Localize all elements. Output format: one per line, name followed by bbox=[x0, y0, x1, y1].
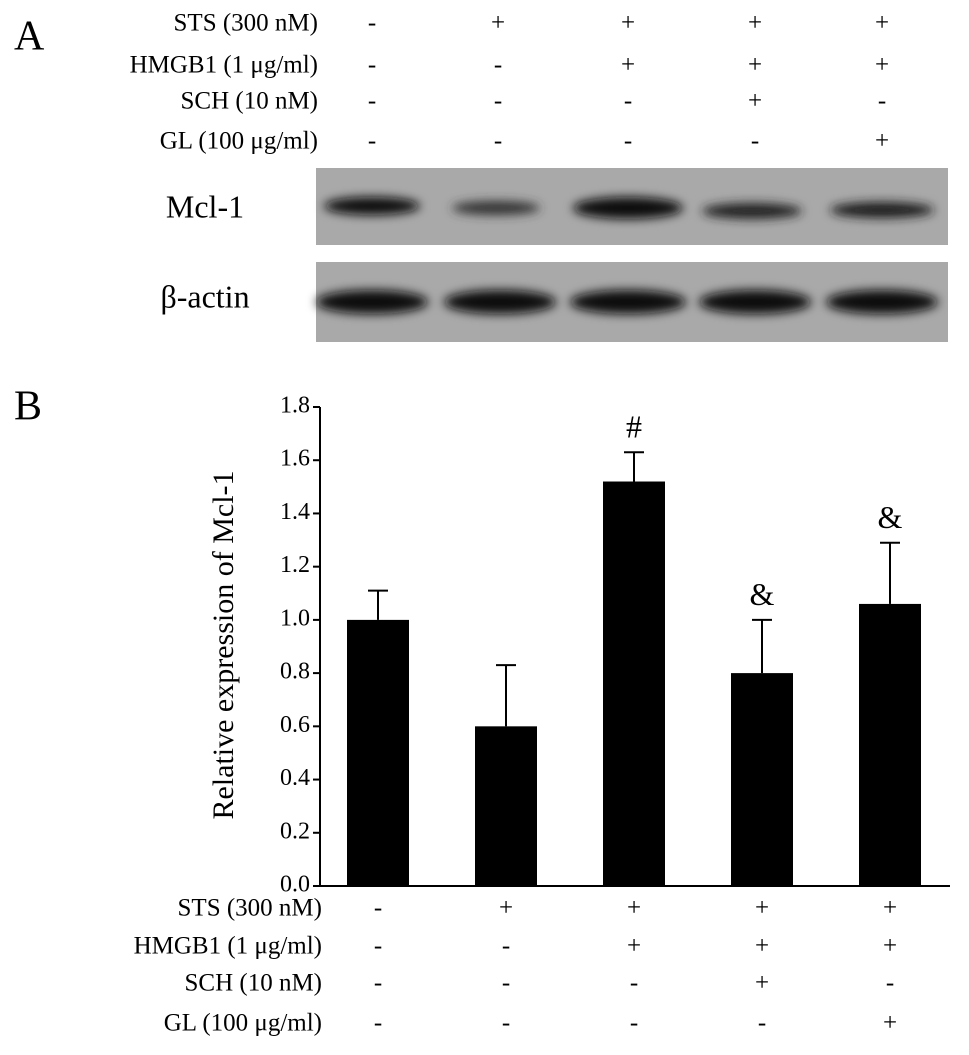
treatment-mark: + bbox=[875, 52, 889, 79]
y-tick-label: 1.0 bbox=[280, 605, 310, 631]
treatment-label: HMGB1 (1 μg/ml) bbox=[130, 52, 318, 79]
treatment-mark: + bbox=[748, 88, 762, 115]
significance-label: & bbox=[750, 576, 775, 612]
treatment-label: SCH (10 nM) bbox=[184, 970, 322, 997]
y-tick-label: 0.6 bbox=[280, 712, 310, 738]
blot-label: β-actin bbox=[160, 278, 249, 314]
treatment-mark: + bbox=[883, 895, 897, 922]
treatment-mark: - bbox=[878, 88, 886, 115]
significance-label: # bbox=[626, 409, 642, 445]
treatment-mark: + bbox=[627, 895, 641, 922]
treatment-mark: - bbox=[368, 10, 376, 37]
treatment-mark: - bbox=[502, 970, 510, 997]
treatment-mark: + bbox=[875, 10, 889, 37]
treatment-label: GL (100 μg/ml) bbox=[160, 128, 318, 155]
treatment-mark: + bbox=[755, 895, 769, 922]
treatment-mark: + bbox=[883, 933, 897, 960]
treatment-mark: - bbox=[624, 88, 632, 115]
bar bbox=[859, 603, 921, 886]
treatment-mark: - bbox=[494, 88, 502, 115]
y-tick-label: 1.8 bbox=[280, 393, 310, 419]
panel-label: B bbox=[14, 384, 42, 430]
treatment-mark: - bbox=[374, 895, 382, 922]
treatment-label: GL (100 μg/ml) bbox=[164, 1010, 322, 1037]
treatment-mark: + bbox=[627, 933, 641, 960]
y-tick-label: 1.4 bbox=[280, 499, 310, 525]
treatment-mark: + bbox=[755, 970, 769, 997]
treatment-mark: - bbox=[886, 970, 894, 997]
treatment-mark: + bbox=[755, 933, 769, 960]
treatment-mark: - bbox=[494, 52, 502, 79]
bar bbox=[603, 481, 665, 886]
bar bbox=[731, 673, 793, 886]
treatment-mark: - bbox=[374, 933, 382, 960]
treatment-mark: - bbox=[502, 1010, 510, 1037]
treatment-mark: - bbox=[374, 970, 382, 997]
blot-actin bbox=[316, 262, 948, 342]
treatment-mark: - bbox=[624, 128, 632, 155]
treatment-label: HMGB1 (1 μg/ml) bbox=[134, 933, 322, 960]
y-tick-label: 1.6 bbox=[280, 446, 310, 472]
treatment-mark: + bbox=[883, 1010, 897, 1037]
y-tick-label: 0.2 bbox=[280, 818, 310, 844]
treatment-mark: + bbox=[748, 52, 762, 79]
treatment-mark: + bbox=[748, 10, 762, 37]
significance-label: & bbox=[878, 499, 903, 535]
treatment-mark: + bbox=[621, 10, 635, 37]
treatment-mark: + bbox=[491, 10, 505, 37]
treatment-mark: - bbox=[758, 1010, 766, 1037]
treatment-mark: - bbox=[630, 1010, 638, 1037]
treatment-mark: - bbox=[374, 1010, 382, 1037]
treatment-mark: - bbox=[502, 933, 510, 960]
treatment-mark: - bbox=[368, 128, 376, 155]
treatment-label: STS (300 nM) bbox=[174, 10, 318, 37]
treatment-mark: - bbox=[630, 970, 638, 997]
treatment-mark: - bbox=[368, 52, 376, 79]
blot-label: Mcl-1 bbox=[166, 188, 244, 224]
treatment-mark: - bbox=[368, 88, 376, 115]
treatment-mark: + bbox=[499, 895, 513, 922]
treatment-mark: + bbox=[875, 128, 889, 155]
treatment-label: STS (300 nM) bbox=[178, 895, 322, 922]
treatment-mark: + bbox=[621, 52, 635, 79]
bar bbox=[475, 726, 537, 886]
y-axis-label: Relative expression of Mcl-1 bbox=[207, 470, 240, 819]
bar bbox=[347, 619, 409, 886]
panel-label: A bbox=[14, 14, 45, 60]
y-tick-label: 1.2 bbox=[280, 552, 310, 578]
treatment-mark: - bbox=[494, 128, 502, 155]
y-tick-label: 0.8 bbox=[280, 659, 310, 685]
y-tick-label: 0.0 bbox=[280, 872, 310, 898]
y-tick-label: 0.4 bbox=[280, 765, 310, 791]
blot-mcl1 bbox=[316, 168, 948, 245]
treatment-mark: - bbox=[751, 128, 759, 155]
treatment-label: SCH (10 nM) bbox=[180, 88, 318, 115]
